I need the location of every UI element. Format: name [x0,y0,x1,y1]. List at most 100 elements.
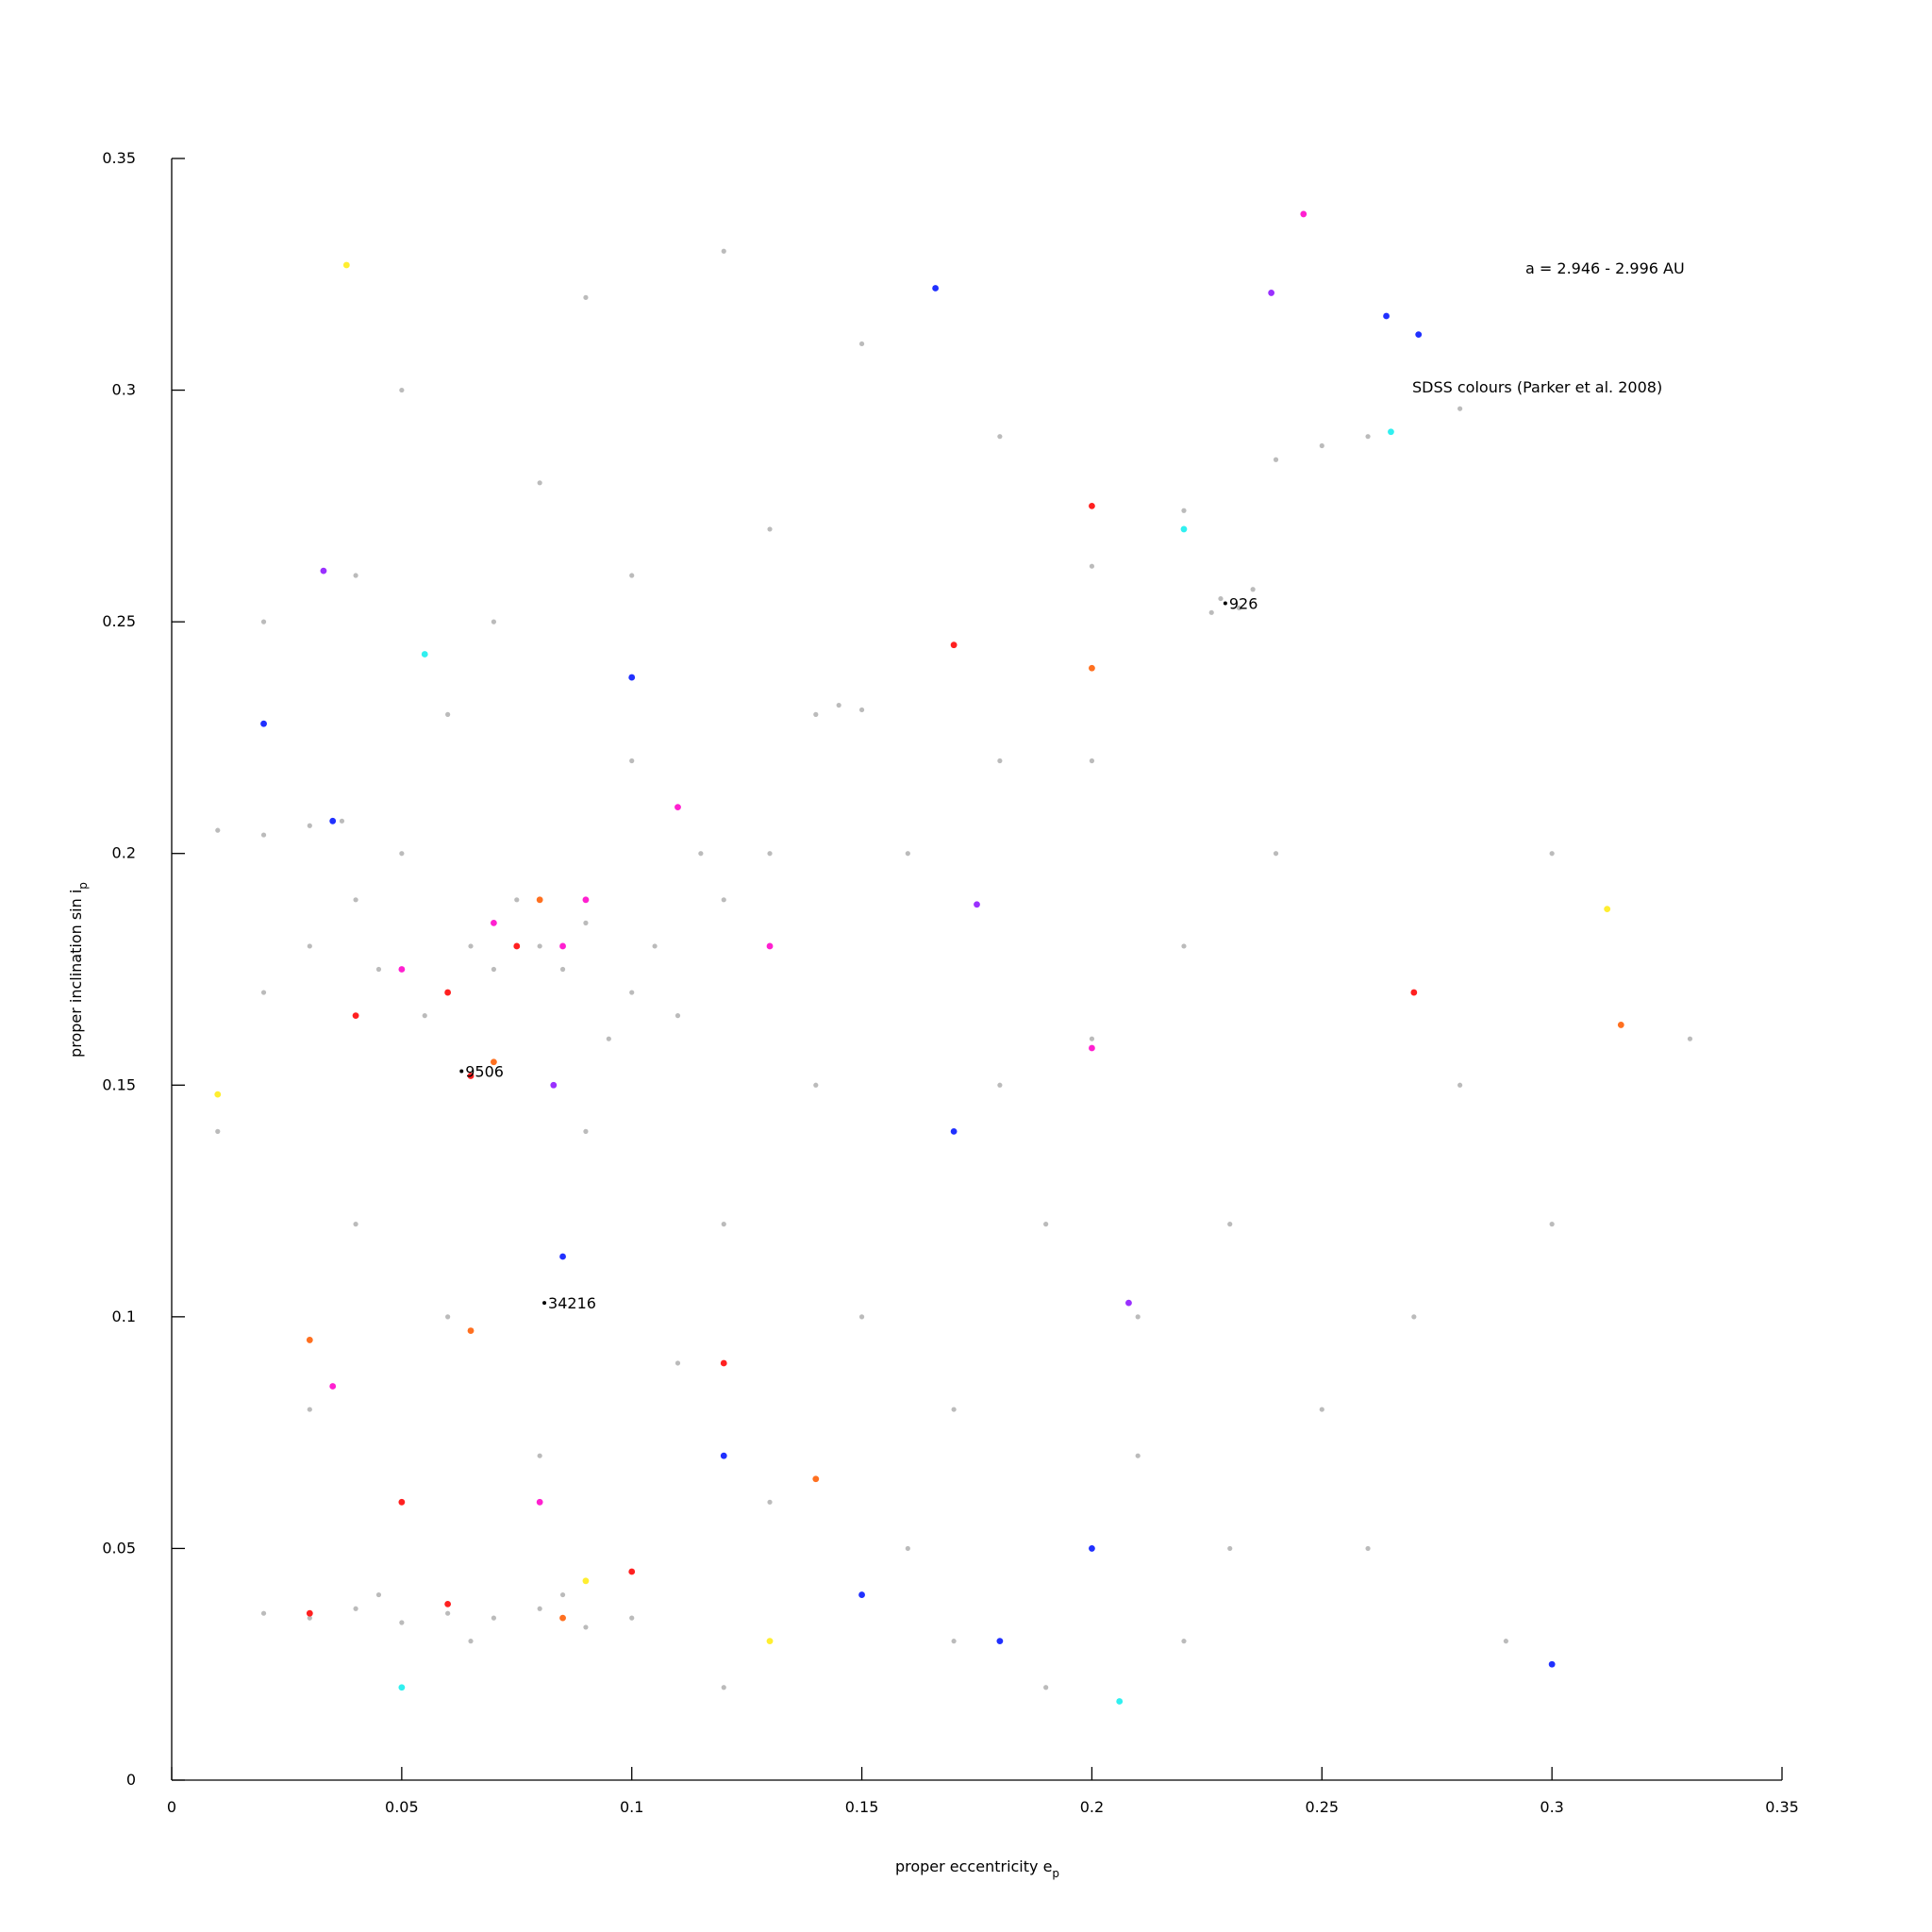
point [342,261,350,269]
point [307,1615,312,1621]
point [1549,1222,1555,1227]
point [583,1624,589,1630]
x-tick-label: 0 [167,1798,176,1816]
point [1319,1407,1324,1412]
chart-subtitle: SDSS colours (Parker et al. 2008) [1412,378,1662,396]
point [398,966,406,973]
y-tick-label: 0.15 [102,1075,136,1093]
x-axis-label: proper eccentricity ep [895,1857,1059,1880]
point [1089,664,1095,672]
point [445,1314,451,1320]
point [1227,1545,1233,1552]
point [306,1337,313,1343]
point [444,1600,452,1607]
series-2 [329,210,1307,1506]
point [375,1591,382,1598]
point [260,619,267,625]
series-4 [306,664,1624,1622]
point [1089,502,1095,509]
point [559,966,566,973]
x-tick-label: 0.05 [385,1798,419,1816]
point [399,387,405,393]
point [582,896,590,904]
point [1273,457,1279,462]
point [950,641,958,649]
point [583,294,589,300]
point [306,1609,313,1617]
y-tick-label: 0.05 [102,1539,136,1557]
point [445,711,451,717]
point [721,897,726,903]
point [629,990,635,995]
y-tick-label: 0.25 [102,612,136,630]
point [721,248,726,254]
point [513,942,521,950]
point [583,1128,589,1134]
series-6 [398,428,1394,1705]
point [1181,508,1187,513]
x-axis-label-text: proper eccentricity e [895,1857,1052,1875]
point [1383,312,1390,320]
point [399,1620,405,1625]
point [1125,1299,1132,1307]
point [720,1359,727,1367]
x-tick-label: 0.15 [845,1798,879,1816]
annotation: 926 [1229,594,1258,612]
point [320,567,327,575]
point [1687,1036,1693,1041]
point [812,1475,820,1483]
x-tick-label: 0.2 [1080,1798,1104,1816]
point [559,942,566,950]
point [675,804,681,810]
point [974,901,980,908]
x-tick-label: 0.3 [1540,1798,1563,1816]
point [997,758,1003,764]
point [606,1036,611,1041]
point [858,341,865,347]
point [698,851,704,857]
point [1043,1685,1049,1690]
y-tick-label: 0.1 [112,1307,136,1325]
point [858,1314,865,1320]
point [1227,1222,1233,1227]
annotation-point [542,1301,547,1306]
point [721,1685,726,1690]
point [398,1498,406,1506]
point [629,1615,635,1621]
point [836,702,841,708]
point [491,1615,497,1621]
point [675,1360,681,1366]
point [1180,525,1188,533]
point [536,1498,543,1506]
y-tick-label: 0.2 [112,844,136,862]
point [652,943,658,949]
series-3 [260,285,1556,1668]
x-tick-label: 0.25 [1305,1798,1339,1816]
point [467,1073,475,1079]
point [721,1222,726,1227]
point [353,573,358,578]
point [905,1545,910,1552]
point [582,1577,590,1585]
point [329,817,337,824]
point [1411,1314,1417,1320]
point [1043,1222,1049,1227]
point [1135,1314,1141,1320]
point [537,480,542,486]
point [1300,210,1307,218]
annotation: 34216 [548,1294,596,1312]
point [628,1568,636,1575]
point [1181,1639,1187,1644]
point [675,1013,681,1019]
point [468,1639,474,1644]
point [491,966,497,973]
point [215,1128,221,1134]
chart-title: a = 2.946 - 2.996 AU [1525,259,1685,277]
y-axis-label-text: proper inclination sin i [67,890,85,1058]
point [1089,758,1095,764]
point [445,1610,451,1616]
point [1089,1545,1095,1552]
point [932,285,940,291]
y-tick-label: 0.3 [112,381,136,399]
point [398,1684,406,1691]
